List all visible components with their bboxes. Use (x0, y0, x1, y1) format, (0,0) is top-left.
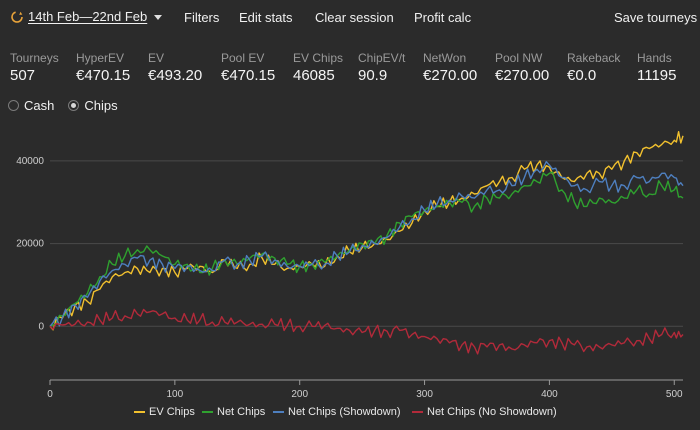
legend-label: Net Chips (No Showdown) (427, 406, 557, 418)
stat-label: Rakeback (567, 51, 621, 65)
x-tick-label: 100 (167, 389, 184, 400)
filters-button[interactable]: Filters (184, 10, 220, 25)
stat-hyperev: HyperEV €470.15 (76, 51, 130, 86)
stats-bar: Tourneys 507 HyperEV €470.15 EV €493.20 … (0, 51, 700, 87)
radio-chips-label[interactable]: Chips (84, 98, 118, 113)
radio-chips[interactable]: Chips (68, 98, 118, 113)
stat-label: NetWon (423, 51, 467, 65)
legend-ev-chips[interactable]: EV Chips (134, 406, 195, 418)
save-tourneys-button[interactable]: Save tourneys (614, 10, 698, 25)
x-tick-label: 200 (291, 389, 308, 400)
legend-label: EV Chips (149, 406, 195, 418)
refresh-icon[interactable] (10, 10, 24, 24)
stat-label: EV Chips (293, 51, 344, 65)
stat-label: Tourneys (10, 51, 59, 65)
stat-rakeback: Rakeback €0.0 (567, 51, 620, 86)
x-tick-label: 500 (666, 389, 683, 400)
profit-calc-button[interactable]: Profit calc (414, 10, 472, 25)
stat-value: €470.15 (76, 67, 131, 84)
stat-chipev-per-t: ChipEV/t 90.9 (358, 51, 405, 86)
stat-tourneys: Tourneys 507 (10, 51, 59, 86)
caret-down-icon[interactable] (154, 14, 163, 20)
y-tick-label: 20000 (16, 239, 44, 250)
legend-net-chips[interactable]: Net Chips (202, 406, 265, 418)
stat-value: 507 (10, 67, 36, 84)
legend-net-chips-showdown[interactable]: Net Chips (Showdown) (273, 406, 401, 418)
radio-cash-label[interactable]: Cash (24, 98, 55, 113)
stat-value: €270.00 (423, 67, 478, 84)
stat-value: €0.0 (567, 67, 597, 84)
legend-swatch-net-chips-showdown (273, 411, 284, 413)
chart-legend: EV Chips Net Chips Net Chips (Showdown) … (0, 406, 700, 420)
date-range-selector[interactable]: 14th Feb—22nd Feb (10, 9, 163, 24)
date-range-label[interactable]: 14th Feb—22nd Feb (28, 9, 148, 24)
series-line-net-chips-no-showdown (49, 308, 684, 355)
chart-svg: 0 20000 40000 0 100 200 300 400 500 (16, 131, 684, 400)
series-line-net-chips (49, 171, 684, 327)
stat-hands: Hands 11195 (637, 51, 677, 86)
stat-label: ChipEV/t (358, 51, 406, 65)
stat-label: EV (148, 51, 165, 65)
edit-stats-button[interactable]: Edit stats (239, 10, 293, 25)
toolbar: 14th Feb—22nd Feb Filters Edit stats Cle… (0, 0, 700, 36)
stat-netwon: NetWon €270.00 (423, 51, 477, 86)
stat-label: Hands (637, 51, 672, 65)
legend-label: Net Chips (217, 406, 266, 418)
stat-label: HyperEV (76, 51, 125, 65)
legend-swatch-net-chips (202, 411, 213, 413)
legend-swatch-net-chips-no-showdown (412, 411, 423, 413)
stat-pool-nw: Pool NW €270.00 (495, 51, 549, 86)
y-tick-label: 0 (38, 321, 44, 332)
legend-label: Net Chips (Showdown) (288, 406, 401, 418)
x-tick-label: 300 (416, 389, 433, 400)
stat-value: 46085 (293, 67, 335, 84)
x-tick-label: 0 (47, 389, 53, 400)
stat-value: 90.9 (358, 67, 388, 84)
legend-net-chips-no-showdown[interactable]: Net Chips (No Showdown) (412, 406, 557, 418)
currency-mode-group: Cash Chips (8, 98, 132, 113)
clear-session-button[interactable]: Clear session (315, 10, 394, 25)
stat-value: €470.15 (221, 67, 276, 84)
radio-cash-circle[interactable] (8, 100, 19, 111)
stat-ev: EV €493.20 (148, 51, 202, 86)
y-tick-label: 40000 (16, 156, 44, 167)
stat-value: €493.20 (148, 67, 203, 84)
radio-cash[interactable]: Cash (8, 98, 54, 113)
stat-label: Pool EV (221, 51, 265, 65)
legend-swatch-ev-chips (134, 411, 145, 413)
stat-pool-ev: Pool EV €470.15 (221, 51, 275, 86)
series-line-net-chips-showdown (49, 161, 684, 327)
chips-graph: 0 20000 40000 0 100 200 300 400 500 (0, 118, 700, 430)
stat-value: €270.00 (495, 67, 550, 84)
radio-chips-circle[interactable] (68, 100, 80, 111)
x-tick-label: 400 (541, 389, 558, 400)
stat-value: 11195 (637, 67, 677, 84)
stat-label: Pool NW (495, 51, 543, 65)
stat-ev-chips: EV Chips 46085 (293, 51, 343, 86)
